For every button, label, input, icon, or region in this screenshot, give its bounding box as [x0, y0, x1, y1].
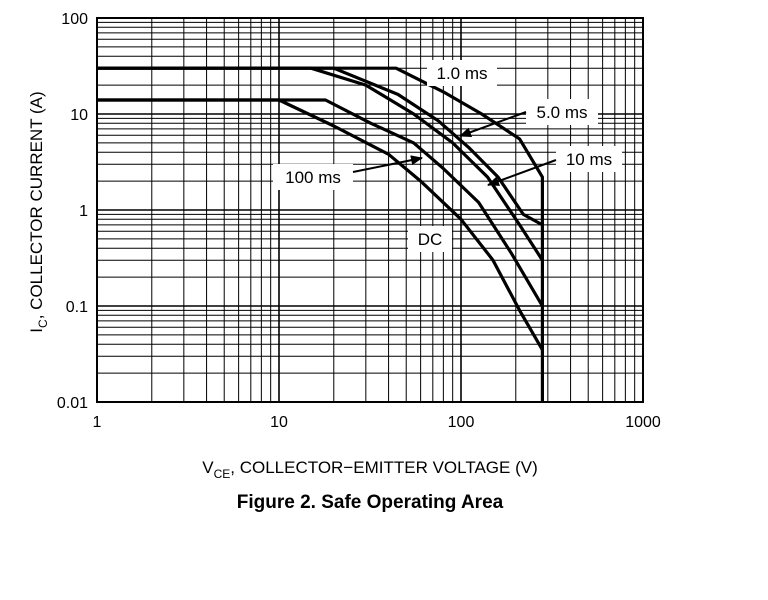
series-line-5-0-ms: [97, 66, 544, 227]
callout-100ms-arrow: [352, 155, 423, 173]
y-tick-label: 0.1: [66, 299, 88, 316]
callout-5ms-label: 5.0 ms: [536, 103, 587, 122]
series-line-dc: [97, 98, 544, 351]
callout-box-1ms: [427, 60, 497, 86]
callout-100ms-label: 100 ms: [285, 168, 341, 187]
x-tick-label: 100: [448, 414, 475, 431]
tick-labels: 1 10 100 1000 100 10 1 0.1 0.01: [57, 11, 661, 431]
callout-5ms-arrow: [459, 111, 527, 137]
series-line-100-ms: [97, 98, 544, 307]
callout-dc-label: DC: [418, 230, 443, 249]
callout-box-dc: [408, 226, 452, 252]
callout-box-10ms: [556, 146, 622, 172]
y-tick-label: 1: [79, 203, 88, 220]
y-tick-label: 10: [70, 107, 88, 124]
callout-1ms-label: 1.0 ms: [436, 64, 487, 83]
y-tick-label: 0.01: [57, 395, 88, 412]
callout-10ms-label: 10 ms: [566, 150, 612, 169]
callout-10ms-arrow: [487, 159, 557, 186]
callout-box-100ms: [273, 164, 353, 190]
y-tick-label: 100: [61, 11, 88, 28]
plot-frame: [96, 17, 644, 403]
callout-box-5ms: [526, 99, 598, 125]
x-axis-label: VCE, COLLECTOR−EMITTER VOLTAGE (V): [202, 458, 538, 481]
series-lines: [97, 66, 545, 402]
x-tick-label: 1: [93, 414, 102, 431]
x-tick-label: 10: [270, 414, 288, 431]
grid: [97, 18, 643, 402]
x-tick-label: 1000: [625, 414, 661, 431]
figure-caption: Figure 2. Safe Operating Area: [237, 492, 504, 513]
callouts: 1.0 ms 5.0 ms 10 ms 100 ms DC: [273, 60, 622, 252]
y-axis-label: IC, COLLECTOR CURRENT (A): [27, 91, 50, 332]
series-line-10-ms: [97, 66, 544, 262]
series-line-1-0-ms: [97, 66, 545, 402]
